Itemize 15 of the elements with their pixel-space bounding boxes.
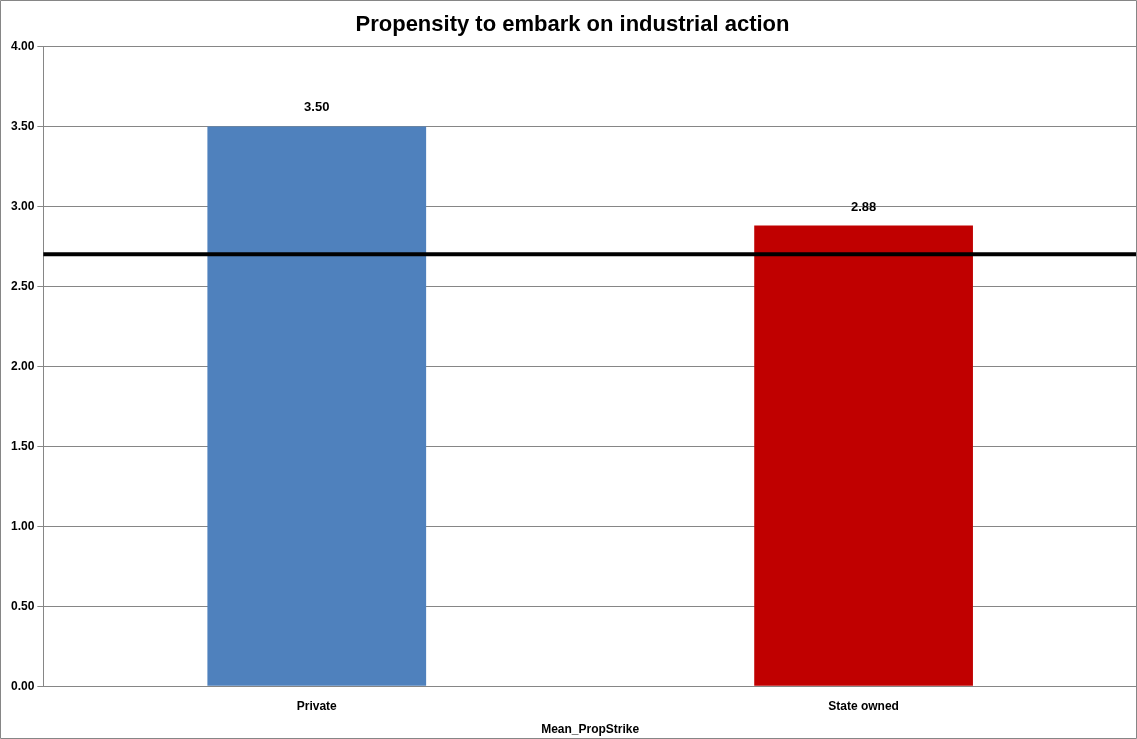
x-tick-label: Private	[296, 698, 338, 713]
y-tick-label: 2.50	[11, 278, 35, 293]
y-tick-label: 0.50	[11, 598, 35, 613]
data-label: 2.88	[850, 198, 877, 214]
y-tick-label: 1.00	[11, 518, 35, 533]
y-tick-label: 1.50	[11, 438, 35, 453]
data-label: 3.50	[304, 99, 330, 115]
x-tick-label: State owned	[828, 698, 899, 713]
x-axis-title: Mean_PropStrike	[541, 722, 640, 737]
y-tick-label: 2.00	[11, 358, 35, 373]
y-tick-label: 0.00	[11, 678, 35, 693]
y-tick-label: 3.00	[11, 198, 35, 213]
y-tick-label: 3.50	[11, 118, 35, 133]
y-tick-label: 4.00	[11, 38, 35, 53]
chart-title: Propensity to embark on industrial action	[355, 11, 790, 37]
